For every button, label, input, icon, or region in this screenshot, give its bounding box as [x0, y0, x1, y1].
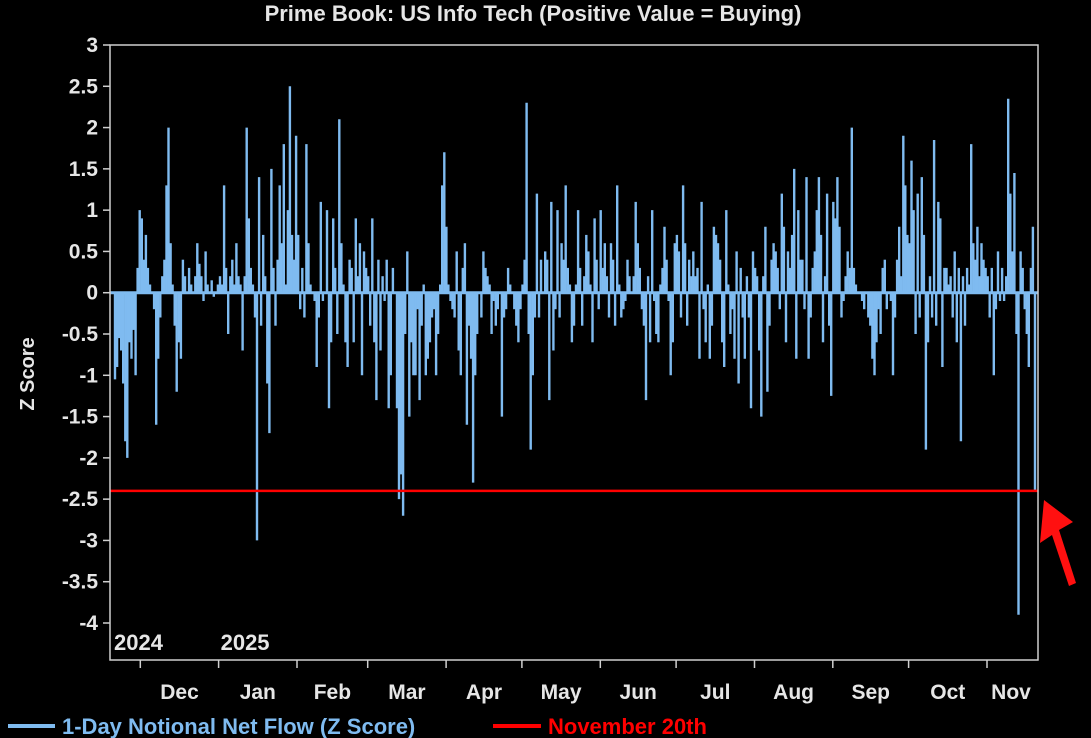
plot-frame	[109, 44, 1039, 661]
year-labels: 2024 2025	[114, 630, 270, 655]
x-tick-label: Nov	[991, 681, 1031, 704]
y-tick-label: -3	[79, 529, 98, 552]
y-tick-label: -1.5	[62, 406, 99, 429]
legend: 1-Day Notional Net Flow (Z Score) Novemb…	[8, 714, 707, 738]
arrow-annotation	[1040, 500, 1076, 586]
x-tick-label: Feb	[314, 681, 351, 704]
y-axis: 3 2.5 2 1.5 1 0.5 0 -0.5 -1 -1.5 -2 -2.5 -3 -3.5 -4	[62, 34, 110, 635]
x-tick-label: Jan	[240, 681, 276, 704]
y-tick-label: 0	[86, 282, 98, 305]
x-axis: Dec Jan Feb Mar Apr May Jun Jul Aug Sep Oct Nov	[139, 660, 1031, 704]
x-tick-label: Oct	[930, 681, 965, 704]
x-tick-label: Apr	[466, 681, 502, 704]
y-tick-label: 1	[86, 199, 98, 222]
x-tick-label: Jul	[700, 681, 730, 704]
x-tick-label: Jun	[620, 681, 657, 704]
y-tick-label: -3.5	[62, 571, 99, 594]
y-tick-label: 2	[86, 117, 98, 140]
y-tick-label: 1.5	[69, 158, 99, 181]
bar-series	[113, 86, 1037, 615]
year-label: 2024	[114, 630, 164, 655]
legend-label-november-20th: November 20th	[548, 714, 707, 738]
legend-label-net-flow: 1-Day Notional Net Flow (Z Score)	[62, 714, 415, 738]
y-tick-label: 0.5	[69, 240, 99, 263]
y-tick-label: 3	[86, 34, 98, 57]
y-axis-label: Z Score	[17, 337, 39, 410]
chart-title: Prime Book: US Info Tech (Positive Value…	[265, 1, 802, 26]
y-tick-label: 2.5	[69, 75, 99, 98]
x-tick-label: May	[541, 681, 582, 704]
x-tick-label: Dec	[160, 681, 199, 704]
y-tick-label: -2.5	[62, 488, 99, 511]
x-tick-label: Aug	[773, 681, 814, 704]
year-label: 2025	[221, 630, 270, 655]
y-tick-label: -0.5	[62, 323, 99, 346]
x-tick-label: Sep	[851, 681, 890, 704]
y-tick-label: -1	[79, 364, 98, 387]
x-tick-label: Mar	[388, 681, 425, 704]
y-tick-label: -2	[79, 447, 98, 470]
y-tick-label: -4	[79, 612, 98, 635]
